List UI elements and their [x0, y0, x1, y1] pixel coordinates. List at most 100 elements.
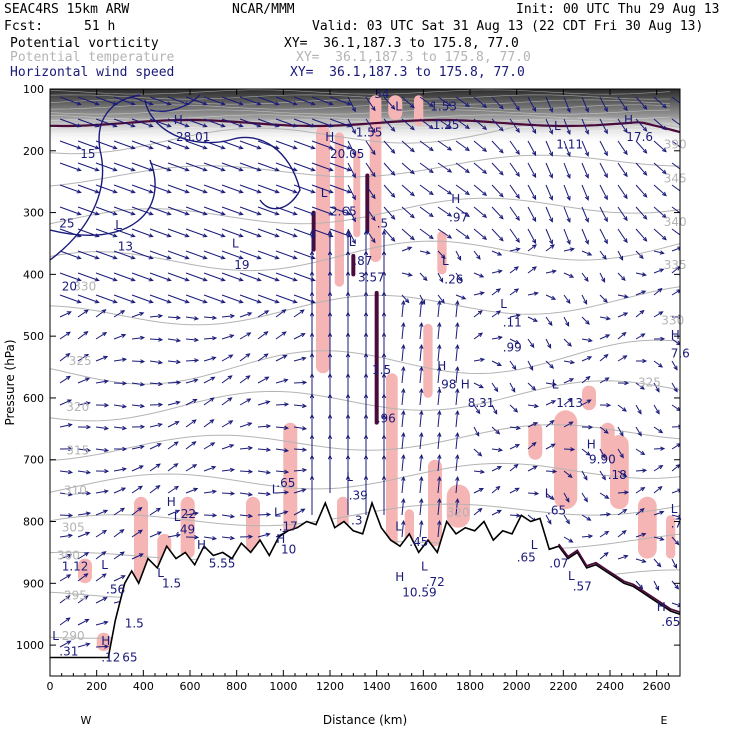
wind-vector	[59, 375, 71, 384]
wind-vector	[671, 464, 680, 472]
wind-arrowhead	[346, 145, 352, 150]
wind-arrowhead	[309, 372, 315, 378]
wind-vector	[221, 334, 234, 340]
wind-arrowhead	[220, 123, 226, 128]
wind-arrowhead	[437, 431, 442, 437]
wind-arrowhead	[657, 485, 663, 491]
wind-arrowhead	[549, 495, 555, 501]
wind-vector	[95, 250, 117, 259]
wind-arrowhead	[497, 466, 503, 471]
wind-arrowhead	[281, 309, 287, 314]
wind-arrowhead	[381, 291, 387, 297]
wind-vector	[185, 359, 199, 362]
wind-vector	[77, 272, 99, 281]
wind-vector	[437, 228, 452, 239]
wind-arrowhead	[401, 409, 406, 415]
wind-arrowhead	[428, 190, 434, 196]
wind-arrowhead	[588, 425, 594, 430]
wind-arrowhead	[327, 311, 333, 317]
wind-vector	[491, 382, 499, 392]
wind-arrowhead	[676, 406, 680, 412]
wind-label: 22	[181, 507, 196, 521]
wind-vector	[275, 250, 297, 259]
wind-arrowhead	[202, 123, 208, 128]
wind-arrowhead	[121, 467, 127, 472]
wind-vector	[365, 184, 376, 199]
wind-arrowhead	[422, 276, 428, 282]
wind-arrowhead	[247, 492, 254, 497]
wind-arrowhead	[103, 355, 109, 360]
wind-vector	[509, 266, 519, 274]
wind-arrowhead	[621, 529, 627, 535]
wind-vector	[563, 536, 573, 543]
wind-vector	[203, 376, 215, 384]
wind-label: L	[157, 566, 164, 580]
wind-vector	[401, 96, 415, 108]
wind-arrowhead	[274, 123, 280, 128]
wind-arrowhead	[371, 238, 376, 244]
wind-vector	[203, 316, 217, 319]
wind-arrowhead	[238, 299, 244, 304]
wind-vector	[293, 508, 305, 516]
wind-arrowhead	[499, 192, 504, 198]
wind-label: .57	[573, 579, 592, 593]
wind-vector	[149, 294, 171, 303]
wind-arrowhead	[407, 246, 413, 251]
wind-vector	[455, 206, 470, 217]
wind-arrowhead	[515, 313, 521, 318]
wind-vector	[581, 184, 589, 200]
wind-arrowhead	[455, 409, 460, 415]
wind-vector	[257, 401, 270, 406]
wind-vector	[671, 338, 680, 346]
wind-vector	[581, 228, 589, 244]
wind-arrowhead	[455, 497, 460, 503]
wind-vector	[419, 433, 423, 450]
wind-arrowhead	[327, 352, 333, 358]
wind-arrowhead	[390, 148, 396, 154]
wind-vector	[77, 294, 99, 303]
wind-vector	[131, 382, 144, 386]
wind-vector	[167, 140, 189, 149]
stratosphere-contour	[50, 114, 671, 120]
wind-vector	[131, 184, 153, 193]
wind-arrowhead	[531, 441, 537, 447]
wind-arrowhead	[102, 597, 108, 602]
wind-arrowhead	[419, 475, 424, 481]
wind-arrowhead	[447, 102, 453, 107]
wind-vector	[275, 379, 288, 384]
wind-vector	[617, 140, 628, 155]
stratosphere-contour	[50, 99, 671, 105]
wind-arrowhead	[302, 403, 308, 409]
wind-arrowhead	[184, 255, 190, 260]
wind-vector	[599, 513, 611, 516]
wind-vector	[293, 309, 305, 318]
wind-vector	[563, 338, 572, 347]
wind-vector	[131, 206, 153, 215]
wind-arrowhead	[104, 403, 110, 408]
wind-arrowhead	[176, 315, 182, 320]
wind-arrowhead	[639, 385, 645, 390]
wind-arrowhead	[381, 229, 387, 235]
y-tick-label: 300	[23, 207, 44, 220]
wind-arrowhead	[531, 266, 537, 271]
wind-vector	[113, 507, 125, 516]
wind-vector	[455, 294, 466, 300]
wind-arrowhead	[475, 409, 481, 415]
wind-vector	[491, 404, 498, 415]
wind-arrowhead	[641, 558, 647, 563]
wind-arrowhead	[220, 101, 226, 106]
wind-arrowhead	[623, 194, 628, 200]
wind-vector	[275, 426, 288, 429]
wind-arrowhead	[345, 291, 351, 297]
wind-arrowhead	[83, 331, 89, 336]
wind-vector	[59, 595, 70, 604]
wind-vector	[455, 389, 459, 406]
wind-arrowhead	[220, 167, 226, 172]
wind-label: L	[568, 569, 575, 583]
wind-arrowhead	[351, 129, 356, 135]
wind-vector	[455, 118, 470, 129]
pv-shade-patch	[246, 496, 260, 571]
wind-arrowhead	[662, 213, 667, 219]
wind-vector	[311, 96, 333, 105]
wind-arrowhead	[202, 233, 208, 238]
